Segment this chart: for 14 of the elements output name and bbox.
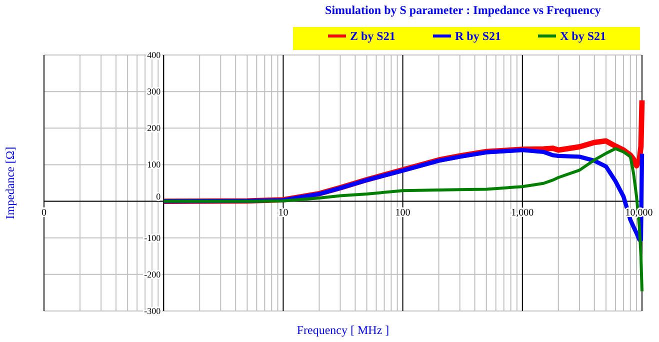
y-tick-label: -300 bbox=[144, 306, 162, 316]
y-tick-label: 100 bbox=[147, 160, 162, 170]
legend-label: R by S21 bbox=[455, 29, 502, 43]
y-tick-label: -100 bbox=[144, 232, 162, 243]
y-axis-title: Impedance [Ω] bbox=[3, 146, 17, 220]
x-axis-title: Frequency [ MHz ] bbox=[296, 323, 390, 337]
y-tick-label: 300 bbox=[147, 86, 162, 97]
y-tick-label: 400 bbox=[147, 50, 162, 60]
legend-label: Z by S21 bbox=[350, 29, 396, 43]
y-tick-label: 0 bbox=[156, 191, 162, 202]
y-tick-label: 200 bbox=[147, 123, 162, 134]
legend-label: X by S21 bbox=[560, 29, 606, 43]
y-tick-label: -200 bbox=[144, 269, 162, 280]
chart-title: Simulation by S parameter : Impedance vs Frequency bbox=[325, 3, 601, 17]
